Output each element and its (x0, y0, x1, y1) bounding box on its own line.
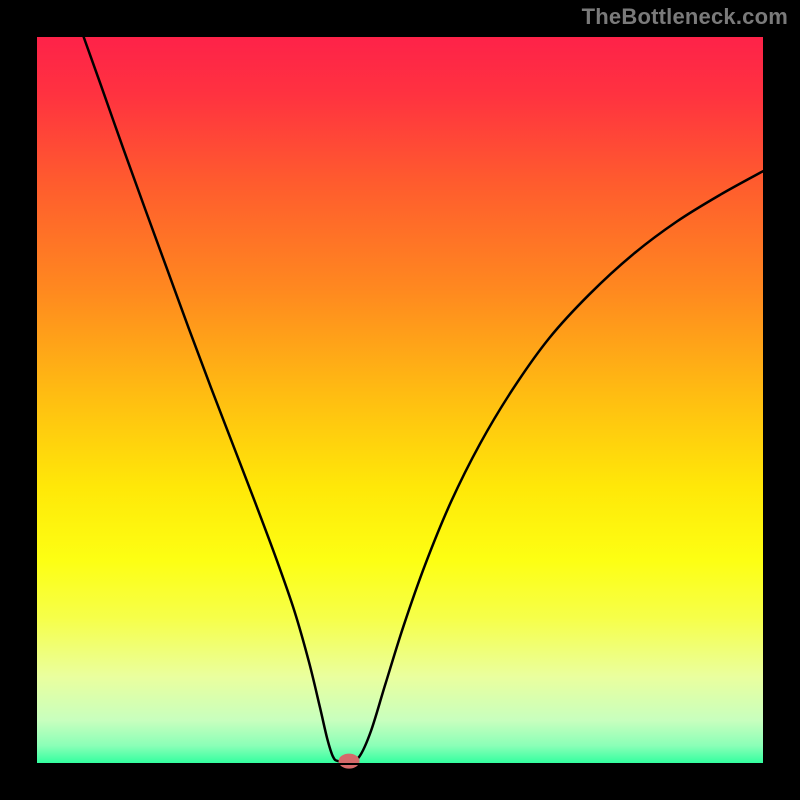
watermark-text: TheBottleneck.com (582, 4, 788, 30)
bottleneck-chart: TheBottleneck.com (0, 0, 800, 800)
plot-background (36, 36, 764, 764)
chart-svg (0, 0, 800, 800)
minimum-marker (339, 754, 359, 768)
